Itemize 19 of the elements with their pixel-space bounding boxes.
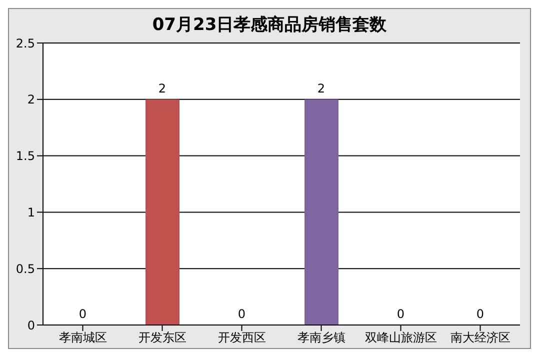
y-tick-label: 2 xyxy=(27,92,35,107)
x-tick-label: 开发西区 xyxy=(218,330,266,345)
data-label: 0 xyxy=(238,307,246,321)
data-label: 0 xyxy=(396,307,405,321)
x-tick-label: 双峰山旅游区 xyxy=(364,330,437,345)
x-tick-label: 孝南乡镇 xyxy=(297,330,346,345)
x-tick-label: 南大经济区 xyxy=(450,330,510,345)
y-tick-label: 2.5 xyxy=(16,36,35,50)
y-tick-label: 1.5 xyxy=(16,149,35,164)
data-label: 2 xyxy=(317,81,326,96)
y-tick-label: 0.5 xyxy=(16,262,35,276)
data-label: 2 xyxy=(158,81,166,96)
data-label: 0 xyxy=(476,307,484,321)
x-tick-label: 开发东区 xyxy=(138,330,186,345)
y-tick-label: 0 xyxy=(27,318,35,332)
y-tick-label: 1 xyxy=(27,205,35,220)
x-tick-label: 孝南城区 xyxy=(58,330,107,345)
chart-title: 07月23日孝感商品房销售套数 xyxy=(151,14,388,37)
data-label: 0 xyxy=(78,307,87,321)
